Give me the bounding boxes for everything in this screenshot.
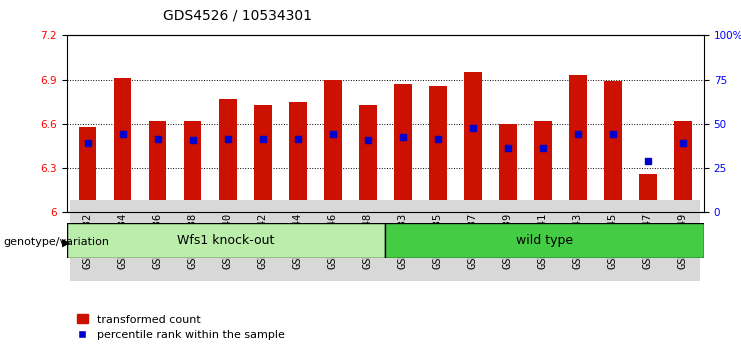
Text: GSM825446: GSM825446 <box>328 212 338 269</box>
Bar <box>569 75 587 212</box>
Text: Wfs1 knock-out: Wfs1 knock-out <box>177 234 275 247</box>
Bar <box>429 86 447 212</box>
Text: GSM825445: GSM825445 <box>608 212 618 269</box>
Bar <box>604 81 622 212</box>
Bar <box>324 80 342 212</box>
Bar <box>394 84 411 212</box>
Bar <box>184 121 202 212</box>
Bar <box>219 99 236 212</box>
Bar <box>674 121 691 212</box>
Text: GSM825447: GSM825447 <box>643 212 653 269</box>
Text: GSM825432: GSM825432 <box>83 212 93 269</box>
Text: GSM825435: GSM825435 <box>433 212 443 269</box>
Legend: transformed count, percentile rank within the sample: transformed count, percentile rank withi… <box>72 310 289 345</box>
Bar <box>499 124 516 212</box>
Text: GSM825436: GSM825436 <box>153 212 163 269</box>
Text: GSM825434: GSM825434 <box>118 212 127 269</box>
Text: GSM825439: GSM825439 <box>503 212 513 269</box>
Text: GSM825449: GSM825449 <box>678 212 688 269</box>
Bar <box>639 174 657 212</box>
Text: wild type: wild type <box>516 234 574 247</box>
Bar <box>254 105 271 212</box>
Text: GSM825440: GSM825440 <box>223 212 233 269</box>
Text: GSM825441: GSM825441 <box>538 212 548 269</box>
Bar <box>385 223 704 258</box>
Bar <box>67 223 385 258</box>
Text: genotype/variation: genotype/variation <box>4 238 110 247</box>
Bar <box>79 127 96 212</box>
Text: GSM825444: GSM825444 <box>293 212 303 269</box>
Text: ▶: ▶ <box>62 238 70 247</box>
Bar <box>534 121 551 212</box>
Bar <box>149 121 167 212</box>
Bar <box>464 72 482 212</box>
Text: GSM825442: GSM825442 <box>258 212 268 269</box>
Bar <box>114 78 131 212</box>
Bar <box>359 105 376 212</box>
Text: GSM825433: GSM825433 <box>398 212 408 269</box>
Text: GSM825448: GSM825448 <box>363 212 373 269</box>
Text: GSM825443: GSM825443 <box>573 212 583 269</box>
Text: GSM825437: GSM825437 <box>468 212 478 269</box>
Text: GDS4526 / 10534301: GDS4526 / 10534301 <box>163 9 312 23</box>
Bar <box>289 102 307 212</box>
Text: GSM825438: GSM825438 <box>187 212 198 269</box>
